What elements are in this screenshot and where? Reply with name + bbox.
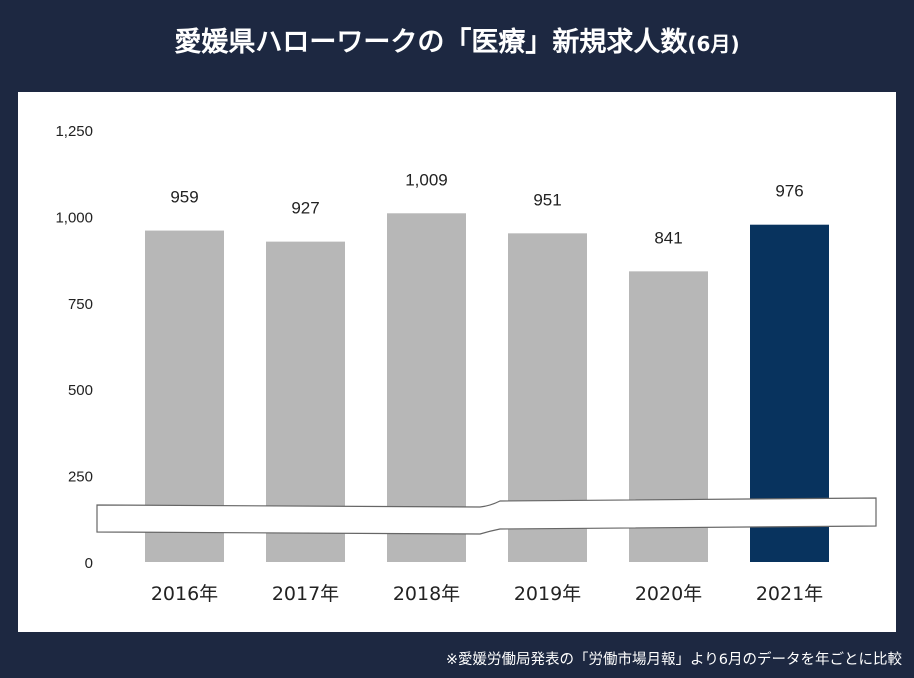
value-label: 959 (170, 188, 198, 207)
y-tick-label: 750 (68, 296, 93, 313)
x-tick-label: 2021年 (756, 583, 823, 605)
y-tick-label: 1,250 (55, 123, 93, 140)
y-tick-label: 1,000 (55, 209, 93, 226)
value-label: 976 (775, 182, 803, 201)
footnote: ※愛媛労働局発表の「労働市場月報」より6月のデータを年ごとに比較 (445, 652, 902, 668)
x-tick-label: 2017年 (272, 583, 339, 605)
x-tick-label: 2018年 (393, 583, 460, 605)
y-tick-label: 0 (85, 555, 93, 572)
value-label: 951 (533, 190, 561, 209)
x-tick-label: 2020年 (635, 583, 702, 605)
bar-2018年 (387, 213, 466, 562)
x-tick-label: 2019年 (514, 583, 581, 605)
title-suffix: (6月) (687, 32, 740, 56)
chart-title: 愛媛県ハローワークの「医療」新規求人数(6月) (0, 20, 914, 59)
axis-break-marker (96, 497, 877, 535)
value-label: 841 (654, 228, 682, 247)
value-label: 1,009 (405, 170, 448, 189)
y-tick-label: 250 (68, 469, 93, 486)
value-label: 927 (291, 199, 319, 218)
title-main: 愛媛県ハローワークの「医療」新規求人数 (174, 27, 688, 58)
y-tick-label: 500 (68, 382, 93, 399)
x-tick-label: 2016年 (151, 583, 218, 605)
